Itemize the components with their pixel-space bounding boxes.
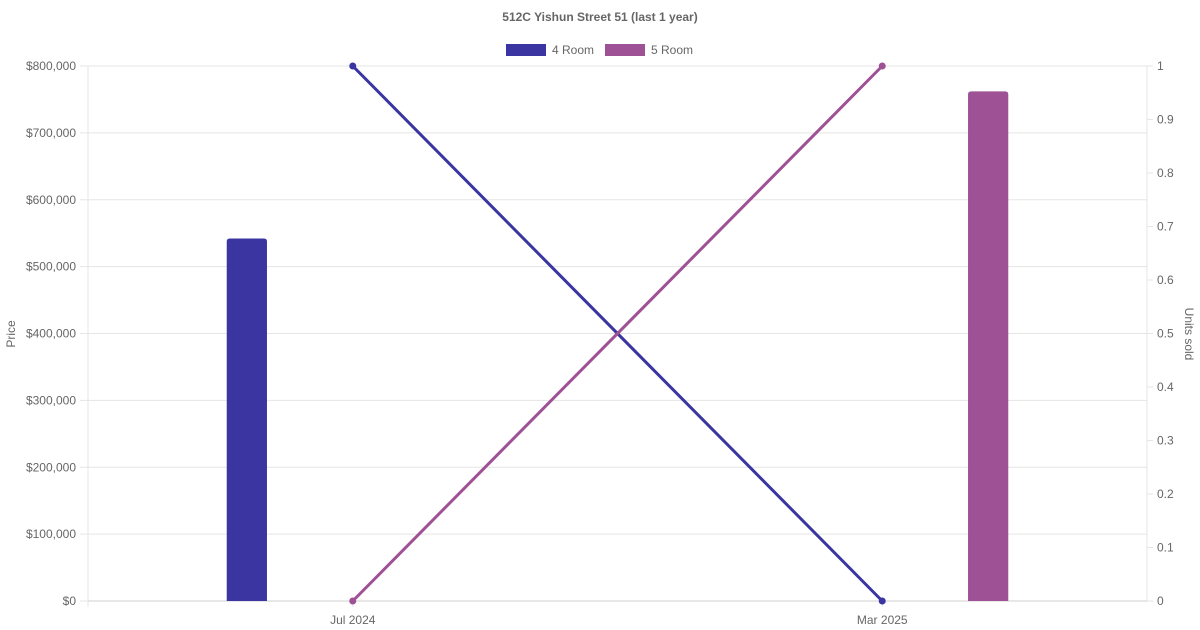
- y-left-tick-label: $400,000: [26, 327, 76, 341]
- y-left-tick-label: $300,000: [26, 393, 76, 407]
- y-left-tick-label: $100,000: [26, 527, 76, 541]
- line-point-5-room[interactable]: [878, 62, 886, 70]
- line-point-5-room[interactable]: [349, 597, 357, 605]
- y-axis-right-title: Units sold: [1182, 308, 1196, 361]
- y-right-tick-label: 0.3: [1157, 434, 1174, 448]
- legend-item-5-room[interactable]: 5 Room: [605, 43, 693, 57]
- y-left-tick-label: $0: [63, 594, 77, 608]
- legend-swatch-4-room: [506, 44, 546, 56]
- y-right-tick-label: 0.8: [1157, 166, 1174, 180]
- line-5-room: [351, 64, 884, 603]
- legend-item-4-room[interactable]: 4 Room: [506, 43, 594, 57]
- y-right-tick-label: 0.5: [1157, 327, 1174, 341]
- y-left-tick-label: $800,000: [26, 59, 76, 73]
- chart-title: 512C Yishun Street 51 (last 1 year): [502, 10, 697, 24]
- legend-swatch-5-room: [605, 44, 645, 56]
- bar-5-room[interactable]: [968, 91, 1009, 601]
- x-tick-label: Mar 2025: [857, 613, 908, 627]
- y-right-tick-label: 0.7: [1157, 220, 1174, 234]
- y-right-tick-label: 0.2: [1157, 487, 1174, 501]
- bar-4-room[interactable]: [226, 238, 267, 601]
- y-right-tick-label: 0.4: [1157, 380, 1174, 394]
- y-right-tick-label: 0.9: [1157, 113, 1174, 127]
- y-left-tick-label: $500,000: [26, 260, 76, 274]
- bar-series: [226, 91, 1009, 601]
- x-axis-ticks: Jul 2024 Mar 2025: [330, 613, 908, 627]
- y-right-tick-label: 0.6: [1157, 273, 1174, 287]
- y-right-tick-label: 0: [1157, 594, 1164, 608]
- line-series: [349, 62, 886, 605]
- legend: 4 Room 5 Room: [506, 43, 693, 57]
- legend-label-4-room: 4 Room: [552, 43, 594, 57]
- y-axis-right-ticks: 0 0.1 0.2 0.3 0.4 0.5 0.6 0.7 0.8 0.9 1: [1157, 59, 1174, 608]
- line-point-4-room[interactable]: [349, 62, 357, 70]
- x-tick-label: Jul 2024: [330, 613, 376, 627]
- legend-label-5-room: 5 Room: [651, 43, 693, 57]
- y-axis-left-title: Price: [4, 320, 18, 348]
- y-right-tick-label: 0.1: [1157, 541, 1174, 555]
- y-axis-left-ticks: $0 $100,000 $200,000 $300,000 $400,000 $500,0…: [26, 59, 76, 608]
- y-left-tick-label: $600,000: [26, 193, 76, 207]
- y-right-tick-label: 1: [1157, 59, 1164, 73]
- line-point-4-room[interactable]: [878, 597, 886, 605]
- y-left-tick-label: $700,000: [26, 126, 76, 140]
- y-left-tick-label: $200,000: [26, 460, 76, 474]
